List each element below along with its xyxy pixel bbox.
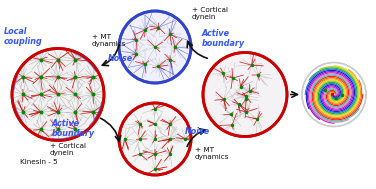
Text: + Cortical
dynein: + Cortical dynein xyxy=(192,7,228,20)
Text: Noise: Noise xyxy=(185,127,210,136)
FancyArrowPatch shape xyxy=(187,41,207,58)
Text: Active
boundary: Active boundary xyxy=(202,29,245,48)
Circle shape xyxy=(302,63,366,126)
Circle shape xyxy=(119,11,191,83)
FancyArrowPatch shape xyxy=(187,129,206,146)
Text: Noise: Noise xyxy=(108,54,133,63)
Text: Active
boundary: Active boundary xyxy=(52,119,95,138)
FancyArrowPatch shape xyxy=(102,45,119,66)
Circle shape xyxy=(203,53,287,136)
FancyArrowPatch shape xyxy=(291,92,297,97)
FancyArrowPatch shape xyxy=(100,118,121,141)
Circle shape xyxy=(119,103,191,175)
Text: + MT
dynamics: + MT dynamics xyxy=(92,34,126,47)
Circle shape xyxy=(12,49,104,140)
Text: + MT
dynamics: + MT dynamics xyxy=(195,147,229,160)
Text: Local
coupling: Local coupling xyxy=(4,27,43,46)
Text: Kinesin - 5: Kinesin - 5 xyxy=(20,159,58,165)
Text: + Cortical
dynein: + Cortical dynein xyxy=(50,143,86,156)
